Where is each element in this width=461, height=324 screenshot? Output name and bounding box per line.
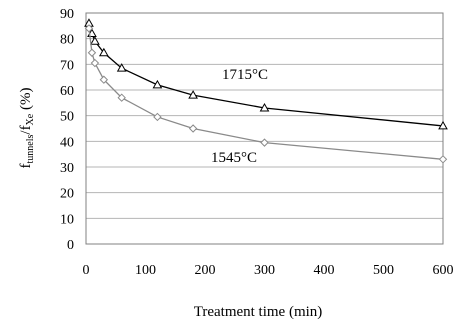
data-point xyxy=(438,120,448,130)
x-axis-title: Treatment time (min) xyxy=(194,304,323,320)
data-point xyxy=(98,47,109,57)
x-tick-label: 500 xyxy=(373,263,394,278)
x-tick-label: 600 xyxy=(433,263,454,278)
plot-frame xyxy=(85,12,444,245)
series-line xyxy=(88,28,444,160)
y-tick-label: 80 xyxy=(60,33,74,48)
data-point xyxy=(152,79,163,89)
data-point xyxy=(260,138,269,147)
x-tick-labels: 0 100 200 300 400 500 600 xyxy=(83,263,454,278)
data-point xyxy=(116,63,127,72)
series-label-1715: 1715°C xyxy=(222,67,268,83)
data-point xyxy=(84,24,94,33)
x-tick-label: 0 xyxy=(83,263,90,278)
data-point xyxy=(87,48,97,57)
x-tick-label: 300 xyxy=(254,263,275,278)
y-tick-label: 40 xyxy=(60,135,74,150)
data-point xyxy=(438,155,448,164)
data-point xyxy=(90,58,100,68)
x-tick-label: 400 xyxy=(314,263,335,278)
series-1 xyxy=(84,24,448,164)
y-tick-label: 10 xyxy=(60,212,74,227)
data-point xyxy=(188,90,198,99)
y-tick-label: 30 xyxy=(60,161,74,176)
data-point xyxy=(99,75,109,84)
series-layer xyxy=(84,18,448,164)
series-0 xyxy=(84,18,448,130)
series-label-1545: 1545°C xyxy=(211,150,257,166)
y-tick-label: 0 xyxy=(67,238,74,253)
y-tick-labels: 0 10 20 30 40 50 60 70 80 90 xyxy=(60,7,74,253)
y-axis-title: ftunnels/fXe (%) xyxy=(18,88,36,169)
y-tick-label: 50 xyxy=(60,110,74,125)
data-point xyxy=(90,36,100,45)
x-tick-label: 200 xyxy=(195,263,216,278)
data-point xyxy=(117,93,126,102)
y-tick-label: 60 xyxy=(60,84,74,99)
y-tick-label: 20 xyxy=(60,187,74,202)
grid-lines xyxy=(86,38,443,219)
data-point xyxy=(153,112,162,122)
y-tick-label: 70 xyxy=(60,58,74,73)
y-tick-label: 90 xyxy=(60,7,74,22)
data-point xyxy=(259,102,270,112)
x-tick-label: 100 xyxy=(135,263,156,278)
data-point xyxy=(188,124,198,133)
